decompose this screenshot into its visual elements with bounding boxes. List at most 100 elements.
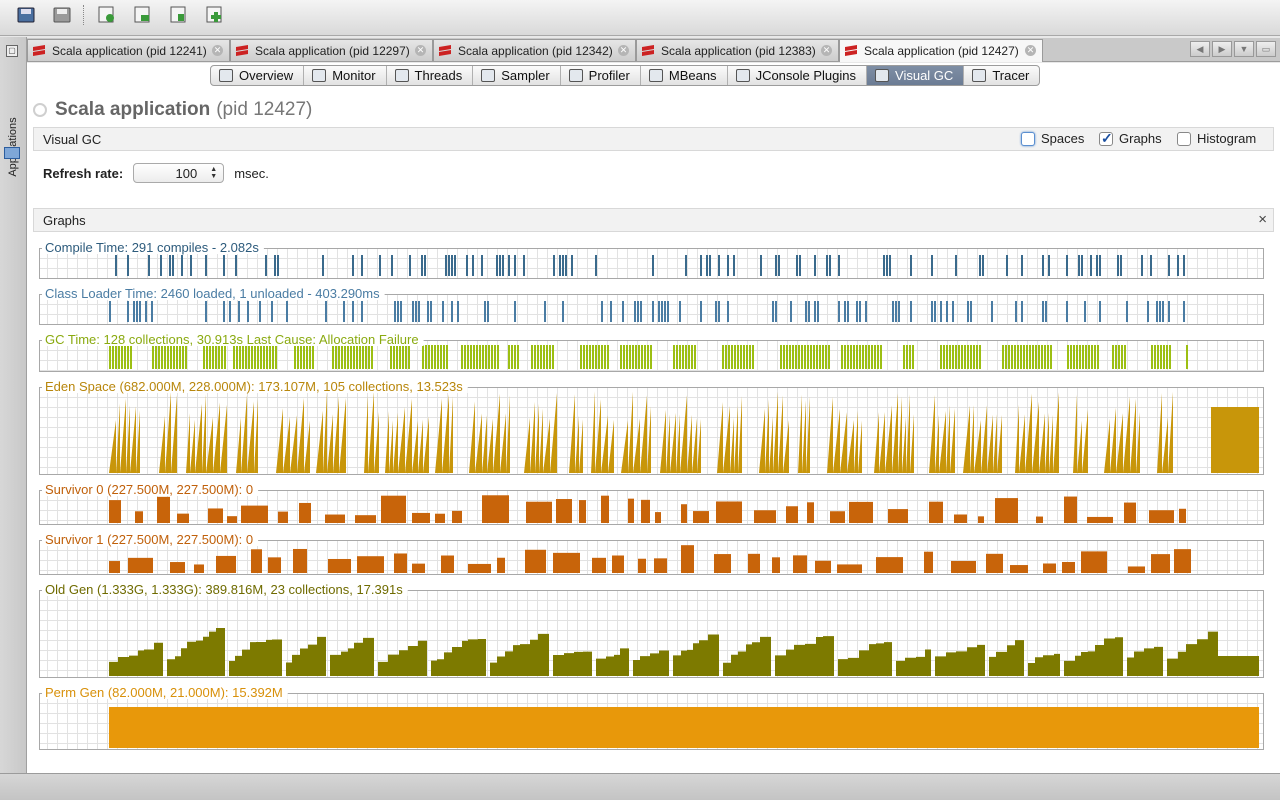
spinner-arrows-icon[interactable]: ▲ ▼	[210, 166, 218, 180]
scroll-right-icon[interactable]: ▶	[1212, 41, 1232, 57]
close-tab-icon[interactable]: ✕	[212, 45, 223, 56]
main-toolbar	[0, 0, 1280, 36]
applications-sidebar: ▢ Applications	[0, 37, 27, 773]
tab-monitor[interactable]: Monitor	[304, 66, 387, 85]
visualgc-icon	[875, 69, 890, 82]
gc-graphs-svg: Compile Time: 291 compiles - 2.082s Class…	[39, 240, 1264, 750]
histogram-check-icon[interactable]	[1177, 131, 1191, 146]
jconsole-icon	[735, 69, 750, 82]
graphs-area: Compile Time: 291 compiles - 2.082s Class…	[39, 236, 1265, 756]
scroll-left-icon[interactable]: ◀	[1190, 41, 1210, 57]
graph-eden: Eden Space (682.000M, 228.000M): 173.107…	[39, 379, 1264, 475]
tab-label: Scala application (pid 12342)	[458, 43, 613, 58]
app-name: Scala application	[55, 99, 211, 120]
tab-tracer-label: Tracer	[992, 68, 1030, 83]
monitor-icon	[312, 69, 327, 82]
app-status-icon	[33, 103, 47, 117]
tab-pid-12383[interactable]: Scala application (pid 12383) ✕	[636, 39, 839, 61]
graph-label-compile: Compile Time: 291 compiles - 2.082s	[45, 240, 259, 255]
spaces-checkbox[interactable]: Spaces	[1021, 131, 1084, 146]
refresh-rate-label: Refresh rate:	[43, 165, 124, 181]
load-snapshot-icon[interactable]	[15, 5, 37, 25]
graph-survivor1: Survivor 1 (227.500M, 227.500M): 0	[39, 532, 1264, 575]
refresh-rate-spinner[interactable]: 100 ▲ ▼	[133, 163, 225, 183]
tab-pid-12342[interactable]: Scala application (pid 12342) ✕	[433, 39, 636, 61]
tracer-icon	[972, 69, 987, 82]
graph-survivor0: Survivor 0 (227.500M, 227.500M): 0	[39, 482, 1264, 525]
close-tab-icon[interactable]: ✕	[1025, 45, 1036, 56]
graph-label-survivor1: Survivor 1 (227.500M, 227.500M): 0	[45, 532, 253, 547]
tab-overview[interactable]: Overview	[211, 66, 305, 85]
mbeans-icon	[648, 69, 663, 82]
histogram-checkbox[interactable]: Histogram	[1177, 131, 1256, 146]
tab-pid-12241[interactable]: Scala application (pid 12241) ✕	[27, 39, 230, 61]
graph-label-survivor0: Survivor 0 (227.500M, 227.500M): 0	[45, 482, 253, 497]
tab-mbeans[interactable]: MBeans	[641, 66, 728, 85]
threads-icon	[394, 69, 409, 82]
scala-icon	[439, 44, 451, 56]
graph-oldgen: Old Gen (1.333G, 1.333G): 389.816M, 23 c…	[39, 582, 1264, 678]
close-tab-icon[interactable]: ✕	[821, 45, 832, 56]
tab-list-icon[interactable]: ▼	[1234, 41, 1254, 57]
graph-label-eden: Eden Space (682.000M, 228.000M): 173.107…	[45, 379, 463, 394]
overview-icon	[219, 69, 233, 82]
graphs-label: Graphs	[1119, 131, 1162, 146]
add-remote-host-icon[interactable]	[131, 5, 153, 25]
graph-permgen: Perm Gen (82.000M, 21.000M): 15.392M	[39, 685, 1264, 750]
add-core-dump-icon[interactable]	[167, 5, 189, 25]
tab-label: Scala application (pid 12383)	[661, 43, 816, 58]
tab-visual-gc[interactable]: Visual GC	[867, 66, 965, 85]
visual-gc-label: Visual GC	[43, 132, 102, 147]
minimize-window-icon[interactable]: ▢	[6, 45, 18, 57]
graphs-label: Graphs	[43, 213, 86, 228]
tab-mbeans-label: MBeans	[668, 68, 717, 83]
tab-threads-label: Threads	[414, 68, 463, 83]
tab-profiler[interactable]: Profiler	[561, 66, 641, 85]
graphs-header: Graphs ×	[33, 208, 1274, 232]
close-tab-icon[interactable]: ✕	[618, 45, 629, 56]
graph-classloader: Class Loader Time: 2460 loaded, 1 unload…	[39, 286, 1264, 325]
tab-tracer[interactable]: Tracer	[964, 66, 1039, 85]
main-panel: Overview Monitor Threads Sampler Profile…	[27, 63, 1280, 773]
spaces-label: Spaces	[1041, 131, 1085, 146]
graph-label-gc: GC Time: 128 collections, 30.913s Last C…	[45, 332, 419, 347]
refresh-rate-unit: msec.	[234, 165, 269, 181]
tab-label: Scala application (pid 12241)	[52, 43, 207, 58]
graphs-check-icon[interactable]	[1099, 130, 1113, 147]
refresh-rate-row: Refresh rate: 100 ▲ ▼ msec.	[43, 163, 269, 183]
graph-compile: Compile Time: 291 compiles - 2.082s	[39, 240, 1264, 279]
graphs-checkbox[interactable]: Graphs	[1099, 130, 1162, 147]
graph-label-permgen: Perm Gen (82.000M, 21.000M): 15.392M	[45, 685, 283, 700]
add-heap-dump-icon[interactable]	[203, 5, 225, 25]
scala-icon	[33, 44, 45, 56]
tab-monitor-label: Monitor	[332, 68, 376, 83]
tab-label: Scala application (pid 12297)	[255, 43, 410, 58]
tab-jconsole-label: JConsole Plugins	[755, 68, 857, 83]
tab-overview-label: Overview	[239, 68, 294, 83]
tab-profiler-label: Profiler	[588, 68, 630, 83]
applications-tree-icon[interactable]	[4, 147, 20, 159]
tab-navigation: ◀ ▶ ▼ ▭	[1190, 41, 1276, 57]
close-graphs-icon[interactable]: ×	[1258, 211, 1267, 228]
status-bar	[0, 773, 1280, 800]
spaces-check-icon[interactable]	[1021, 131, 1035, 146]
tab-threads[interactable]: Threads	[387, 66, 474, 85]
view-tabs: Overview Monitor Threads Sampler Profile…	[210, 65, 1041, 86]
graph-label-classloader: Class Loader Time: 2460 loaded, 1 unload…	[45, 286, 380, 301]
toolbar-separator	[83, 5, 84, 25]
tab-sampler[interactable]: Sampler	[473, 66, 561, 85]
refresh-rate-value: 100	[175, 166, 198, 181]
tab-pid-12427[interactable]: Scala application (pid 12427) ✕	[839, 39, 1043, 62]
graph-gc: GC Time: 128 collections, 30.913s Last C…	[39, 332, 1264, 372]
graph-label-oldgen: Old Gen (1.333G, 1.333G): 389.816M, 23 c…	[45, 582, 403, 597]
tab-pid-12297[interactable]: Scala application (pid 12297) ✕	[230, 39, 433, 61]
save-snapshot-icon[interactable]	[51, 5, 73, 25]
close-tab-icon[interactable]: ✕	[415, 45, 426, 56]
tab-sampler-label: Sampler	[501, 68, 550, 83]
tab-visualgc-label: Visual GC	[895, 68, 954, 83]
scala-icon	[845, 45, 857, 56]
tab-jconsole-plugins[interactable]: JConsole Plugins	[728, 66, 868, 85]
document-tabs: Scala application (pid 12241) ✕ Scala ap…	[27, 38, 1280, 62]
maximize-icon[interactable]: ▭	[1256, 41, 1276, 57]
add-jmx-connection-icon[interactable]	[95, 5, 117, 25]
